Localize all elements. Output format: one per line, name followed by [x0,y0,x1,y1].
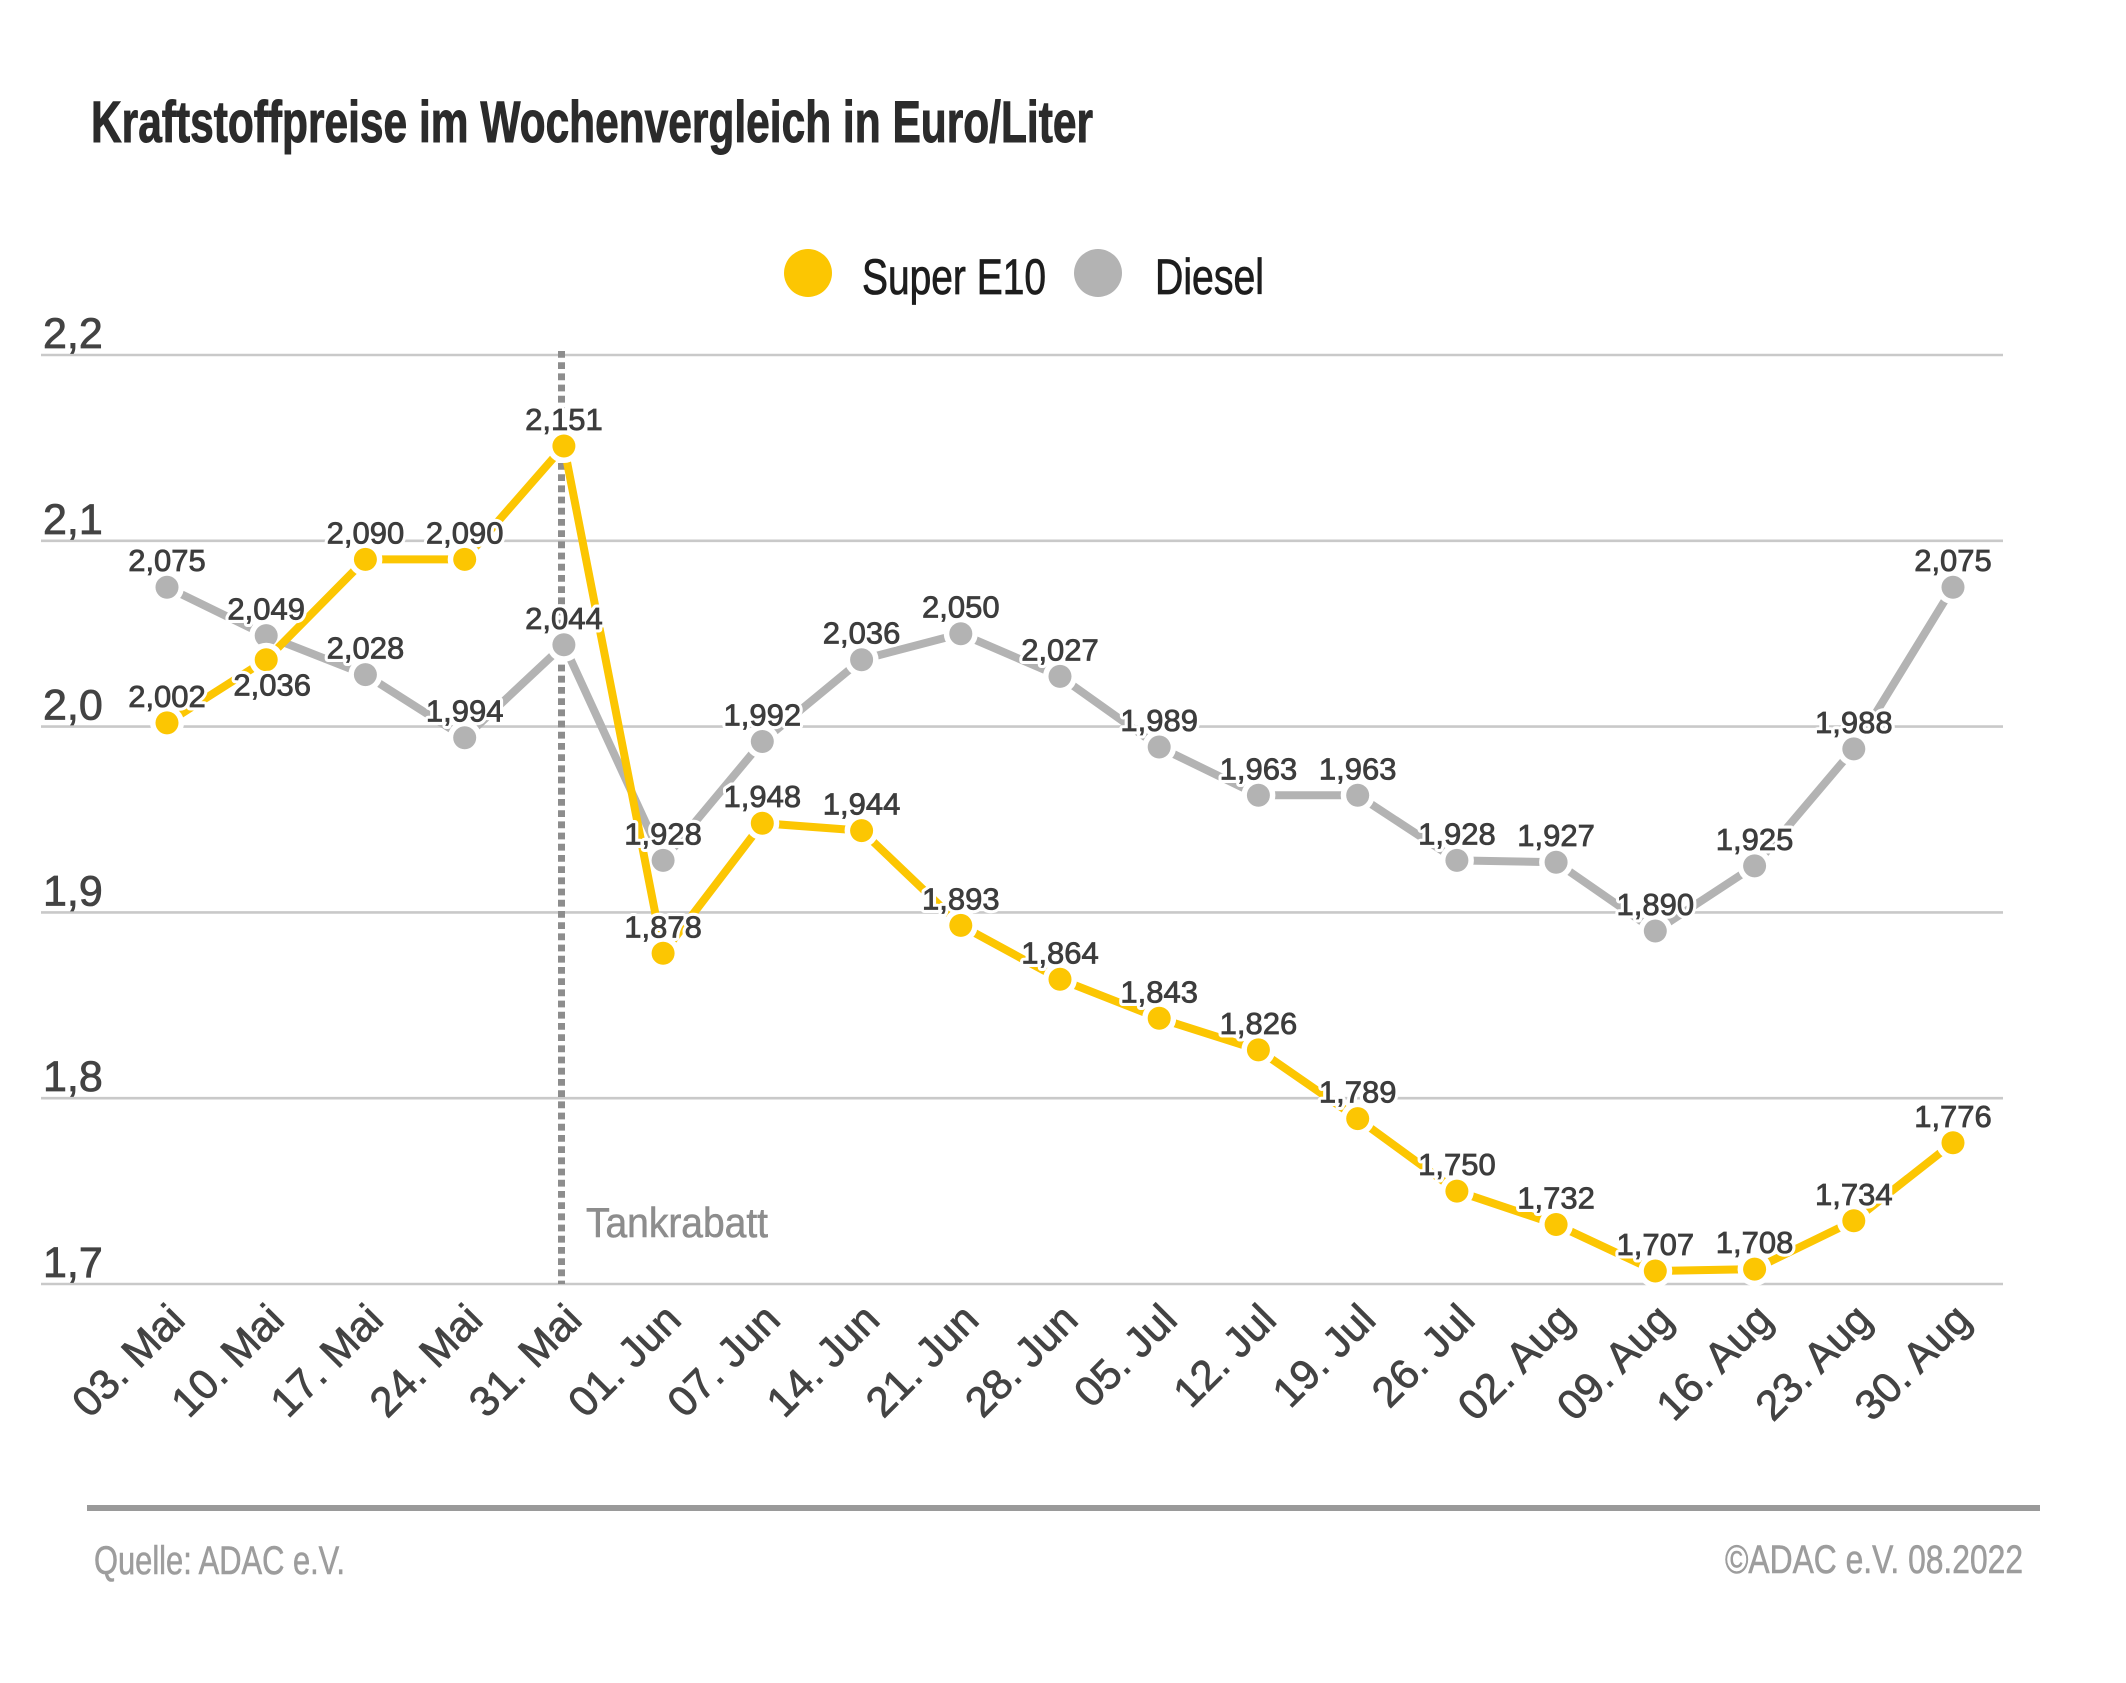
svg-text:1,992: 1,992 [724,698,802,733]
svg-text:2,090: 2,090 [327,515,405,550]
svg-text:2,044: 2,044 [525,601,603,636]
svg-text:1,890: 1,890 [1617,887,1695,922]
svg-text:1,928: 1,928 [1418,816,1496,851]
svg-text:1,928: 1,928 [1418,816,1496,851]
svg-text:1,878: 1,878 [624,909,702,944]
svg-text:1,989: 1,989 [1120,703,1198,738]
svg-text:2,049: 2,049 [227,592,305,627]
svg-text:Quelle: ADAC e.V.: Quelle: ADAC e.V. [94,1539,345,1583]
svg-text:2,036: 2,036 [823,616,901,651]
svg-text:1,994: 1,994 [426,694,504,729]
svg-text:1,776: 1,776 [1914,1099,1992,1134]
svg-text:1,948: 1,948 [724,779,802,814]
svg-text:1,988: 1,988 [1815,705,1893,740]
svg-text:1,864: 1,864 [1021,935,1099,970]
svg-text:1,750: 1,750 [1418,1147,1496,1182]
svg-text:1,963: 1,963 [1220,751,1298,786]
svg-text:Kraftstoffpreise im Wochenverg: Kraftstoffpreise im Wochenvergleich in E… [91,90,1093,155]
svg-text:2,036: 2,036 [823,616,901,651]
svg-text:1,893: 1,893 [922,881,1000,916]
svg-text:1,989: 1,989 [1120,703,1198,738]
svg-text:1,789: 1,789 [1319,1075,1397,1110]
svg-text:©ADAC e.V. 08.2022: ©ADAC e.V. 08.2022 [1725,1538,2023,1582]
svg-text:2,075: 2,075 [1914,543,1992,578]
svg-text:2,075: 2,075 [128,543,206,578]
svg-text:1,927: 1,927 [1517,818,1595,853]
svg-text:2,044: 2,044 [525,601,603,636]
svg-text:2,090: 2,090 [327,515,405,550]
svg-text:1,928: 1,928 [624,816,702,851]
svg-text:2,036: 2,036 [233,668,311,703]
svg-text:2,090: 2,090 [426,515,504,550]
svg-text:1,928: 1,928 [624,816,702,851]
svg-text:1,878: 1,878 [624,909,702,944]
svg-text:2,075: 2,075 [128,543,206,578]
svg-text:1,789: 1,789 [1319,1075,1397,1110]
svg-text:2,027: 2,027 [1021,632,1099,667]
svg-text:1,994: 1,994 [426,694,504,729]
svg-text:2,151: 2,151 [525,402,603,437]
svg-text:1,963: 1,963 [1319,751,1397,786]
svg-text:1,826: 1,826 [1220,1006,1298,1041]
svg-text:1,927: 1,927 [1517,818,1595,853]
svg-text:2,151: 2,151 [525,402,603,437]
svg-text:2,2: 2,2 [43,310,103,358]
svg-text:Tankrabatt: Tankrabatt [586,1199,768,1246]
svg-text:1,925: 1,925 [1716,822,1794,857]
svg-text:1,963: 1,963 [1319,751,1397,786]
svg-text:1,843: 1,843 [1120,974,1198,1009]
svg-text:1,9: 1,9 [43,867,103,915]
svg-text:2,027: 2,027 [1021,632,1099,667]
svg-text:1,708: 1,708 [1716,1225,1794,1260]
svg-text:1,707: 1,707 [1617,1227,1695,1262]
svg-text:1,925: 1,925 [1716,822,1794,857]
svg-text:Super E10: Super E10 [862,249,1046,305]
svg-text:2,090: 2,090 [426,515,504,550]
svg-text:1,944: 1,944 [823,787,901,822]
svg-text:1,963: 1,963 [1220,751,1298,786]
svg-text:2,002: 2,002 [128,679,206,714]
svg-text:1,992: 1,992 [724,698,802,733]
svg-text:2,049: 2,049 [227,592,305,627]
svg-text:1,734: 1,734 [1815,1177,1893,1212]
svg-text:1,843: 1,843 [1120,974,1198,1009]
svg-text:Diesel: Diesel [1155,249,1264,305]
svg-text:1,8: 1,8 [43,1053,103,1101]
svg-text:1,750: 1,750 [1418,1147,1496,1182]
svg-text:2,050: 2,050 [922,590,1000,625]
svg-text:2,050: 2,050 [922,590,1000,625]
svg-text:2,036: 2,036 [233,668,311,703]
svg-text:2,028: 2,028 [327,631,405,666]
svg-text:1,864: 1,864 [1021,935,1099,970]
svg-text:2,028: 2,028 [327,631,405,666]
svg-text:2,075: 2,075 [1914,543,1992,578]
svg-text:1,732: 1,732 [1517,1181,1595,1216]
svg-text:1,890: 1,890 [1617,887,1695,922]
svg-text:1,7: 1,7 [43,1239,103,1287]
svg-text:1,776: 1,776 [1914,1099,1992,1134]
svg-text:2,1: 2,1 [43,496,103,544]
svg-text:1,893: 1,893 [922,881,1000,916]
svg-text:1,826: 1,826 [1220,1006,1298,1041]
svg-text:1,948: 1,948 [724,779,802,814]
svg-text:1,734: 1,734 [1815,1177,1893,1212]
svg-text:2,0: 2,0 [43,682,103,730]
svg-text:1,732: 1,732 [1517,1181,1595,1216]
svg-text:1,708: 1,708 [1716,1225,1794,1260]
svg-text:1,707: 1,707 [1617,1227,1695,1262]
svg-text:1,988: 1,988 [1815,705,1893,740]
svg-text:2,002: 2,002 [128,679,206,714]
svg-text:1,944: 1,944 [823,787,901,822]
